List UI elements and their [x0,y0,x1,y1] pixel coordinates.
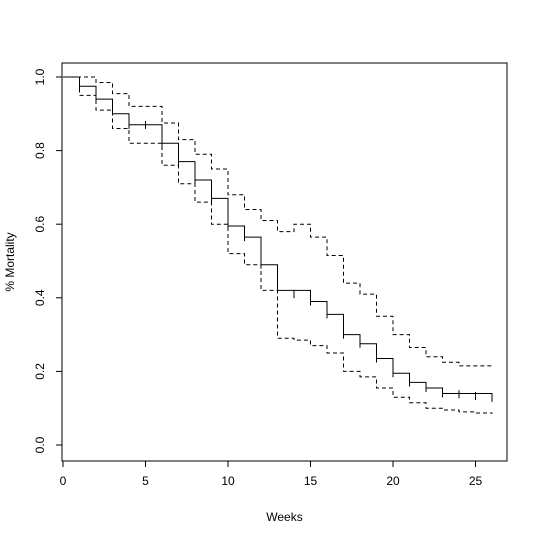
y-tick-label: 0.8 [33,142,47,159]
x-tick-label: 10 [221,474,235,488]
x-axis-label: Weeks [266,510,302,524]
x-tick-label: 0 [60,474,67,488]
survival-curve [63,76,493,398]
y-tick-label: 0.0 [33,436,47,453]
y-tick-label: 0.6 [33,216,47,233]
x-tick-label: 15 [304,474,318,488]
x-tick-label: 25 [469,474,483,488]
x-tick-label: 20 [386,474,400,488]
y-axis: 0.0 0.2 0.4 0.6 0.8 1.0 [33,68,63,453]
censor-layer [79,82,493,402]
x-tick-label: 5 [142,474,149,488]
x-axis: 0 5 10 15 20 25 [60,460,483,488]
y-tick-label: 0.4 [33,289,47,306]
confidence-band-2 [63,76,493,414]
y-axis-label: % Mortality [3,232,17,291]
y-tick-label: 0.2 [33,363,47,380]
y-tick-label: 1.0 [33,68,47,85]
confidence-band-1 [63,76,493,368]
series-layer [63,76,493,414]
